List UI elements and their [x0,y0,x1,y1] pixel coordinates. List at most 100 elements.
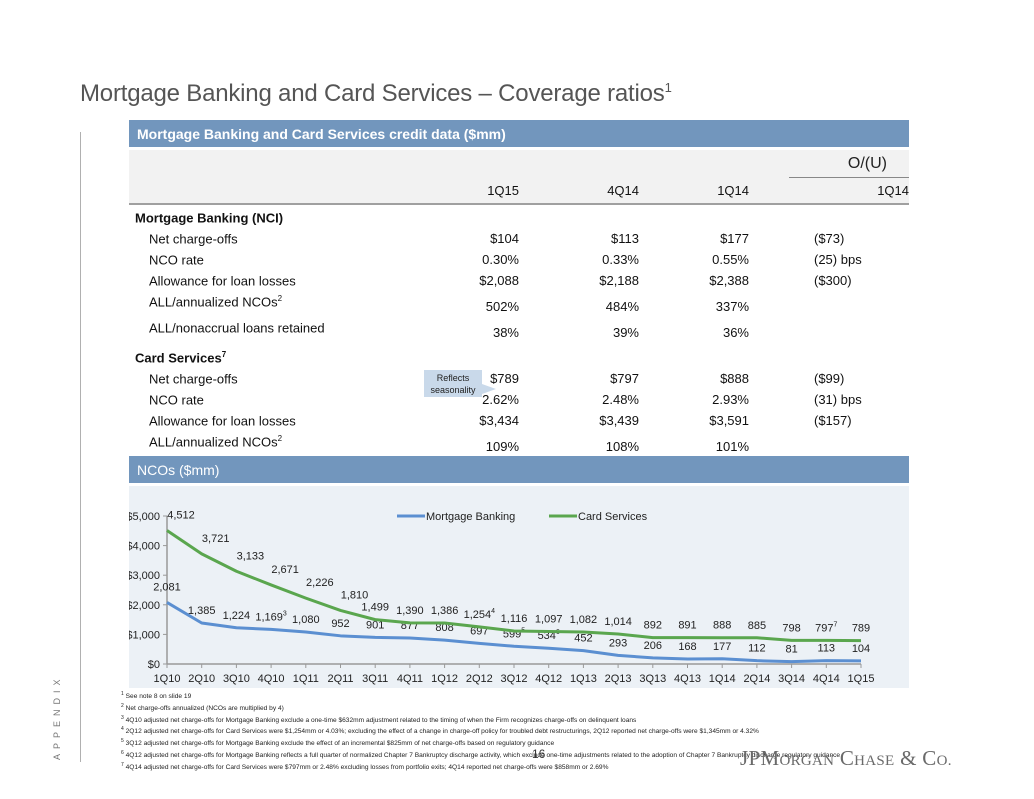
data-label-value: 891 [678,620,696,632]
group-name: Mortgage Banking (NCI) [135,210,284,226]
footnote-number: 2 [121,702,124,709]
data-label: 1,499 [361,602,389,614]
data-label: 3,721 [202,533,230,545]
data-label: 1,386 [431,605,459,617]
row-label: NCO rate [149,252,204,267]
data-label-value: 1,499 [361,602,389,614]
data-label-value: 113 [818,643,836,655]
footnote-text: 4Q10 adjusted net charge-offs for Mortga… [125,716,637,724]
y-tick-label: $2,000 [129,600,160,612]
data-label: 2,081 [153,581,181,593]
data-label: 1,1693 [255,610,287,623]
x-tick-label: 4Q12 [535,673,562,685]
left-divider [80,132,81,762]
data-label-value: 888 [713,620,731,632]
cell-1q15: $104 [490,231,519,246]
x-tick-label: 4Q11 [397,673,423,685]
data-label-value: 1,080 [292,614,320,626]
logo-c: C [834,746,855,770]
table-header-row: O/(U) 1Q15 4Q14 1Q14 1Q14 [129,150,909,205]
data-label: 1,116 [501,613,528,625]
page-title-footnote-ref: 1 [664,80,672,95]
ou-label: O/(U) [847,155,887,172]
data-label-value: 1,254 [464,609,492,621]
ou-divider [789,177,909,178]
x-tick-label: 3Q11 [362,673,388,685]
cell-ou-1q14: ($99) [814,371,845,386]
table-row: NCO rate 0.30% 0.33% 0.55% (25) bps [129,249,909,270]
table-row: Allowance for loan losses $3,434 $3,439 … [129,410,909,431]
x-tick-label: 4Q10 [258,673,285,685]
data-label-value: 789 [852,623,870,635]
cell-1q15: $3,434 [479,413,519,428]
footnote-text: 4Q12 adjusted net charge-offs for Mortga… [125,752,841,760]
footnote-text: 3Q12 adjusted net charge-offs for Mortga… [125,740,555,748]
data-label: 1,390 [396,605,424,617]
cell-1q15: 109% [485,439,519,454]
x-tick-label: 1Q11 [293,673,319,685]
data-label-value: 1,082 [570,614,598,626]
x-tick-label: 1Q13 [570,673,597,685]
cell-1q15: 2.62% [482,392,519,407]
row-label-text: Net charge-offs [149,371,238,387]
data-label-value: 3,133 [237,550,265,562]
table-row: Net charge-offs $789 $797 $888 ($99) [129,368,909,389]
cell-4q14: $797 [610,371,639,386]
data-label-value: 2,671 [271,564,299,576]
cell-ou-1q14: ($157) [814,413,852,428]
cell-1q14: 0.55% [712,252,749,267]
data-label-value: 4,512 [167,509,195,521]
data-label-value: 1,097 [535,614,563,626]
col-header-1q15: 1Q15 [487,183,519,198]
jpmorgan-chase-logo: JPMORGAN CHASE & CO. [740,746,952,771]
row-label-text: NCO rate [149,392,204,408]
footnote-number: 1 [121,691,124,697]
cell-1q15: $2,088 [479,273,519,288]
credit-data-section-header: Mortgage Banking and Card Services credi… [129,120,909,147]
table-row: Net charge-offs $104 $113 $177 ($73) [129,228,909,249]
table-row: ALL/annualized NCOs2 502% 484% 337% [129,291,909,317]
data-label-value: 901 [366,619,384,631]
footnote-text: 2Q12 adjusted net charge-offs for Card S… [125,728,759,736]
data-label: 952 [331,618,349,630]
cell-4q14: 2.48% [602,392,639,407]
data-label-value: 952 [331,618,349,630]
data-label: 808 [435,622,453,634]
row-label: Allowance for loan losses [149,413,296,428]
x-tick-label: 3Q10 [223,673,250,685]
data-label-value: 798 [782,622,800,634]
col-header-1q14: 1Q14 [717,183,749,198]
cell-4q14: $3,439 [599,413,639,428]
col-header-ou-1q14: 1Q14 [877,183,909,198]
cell-4q14: 484% [605,299,639,314]
group-header-row: Card Services7 [129,347,909,368]
ncos-section-header: NCOs ($mm) [129,456,909,483]
cell-1q14: 101% [715,439,749,454]
nco-chart: $0 $1,000 $2,000 $3,000 $4,000 $5,000 1Q10 2Q10… [126,486,909,688]
footnote: 4 2Q12 adjusted net charge-offs for Card… [121,725,921,737]
data-label-value: 2,226 [306,577,334,589]
cell-1q14: 337% [715,299,749,314]
data-label: 81 [785,644,797,656]
cell-ou-1q14: ($300) [814,273,852,288]
table-row: Allowance for loan losses $2,088 $2,188 … [129,270,909,291]
x-tick-label: 3Q13 [639,673,666,685]
footnote: 3 4Q10 adjusted net charge-offs for Mort… [121,714,921,726]
data-label-value: 1,390 [396,605,424,617]
x-tick-label: 1Q10 [154,673,181,685]
data-label-value: 168 [678,641,696,653]
footnote: 1 See note 8 on slide 19 [121,690,921,702]
logo-o: O. [936,753,952,769]
logo-jpm: JPM [740,746,780,770]
data-label-value: 1,224 [223,610,251,622]
data-label-value: 1,014 [604,616,632,628]
y-tick-label: $4,000 [129,541,160,553]
data-label-value: 1,169 [255,611,283,623]
data-label: 112 [748,643,766,655]
cell-1q14: $3,591 [709,413,749,428]
footnote-number: 5 [121,738,124,745]
col-header-4q14: 4Q14 [607,183,639,198]
group-footnote-ref: 7 [221,350,227,359]
data-label: 2,226 [306,577,334,589]
x-tick-label: 3Q12 [501,673,528,685]
